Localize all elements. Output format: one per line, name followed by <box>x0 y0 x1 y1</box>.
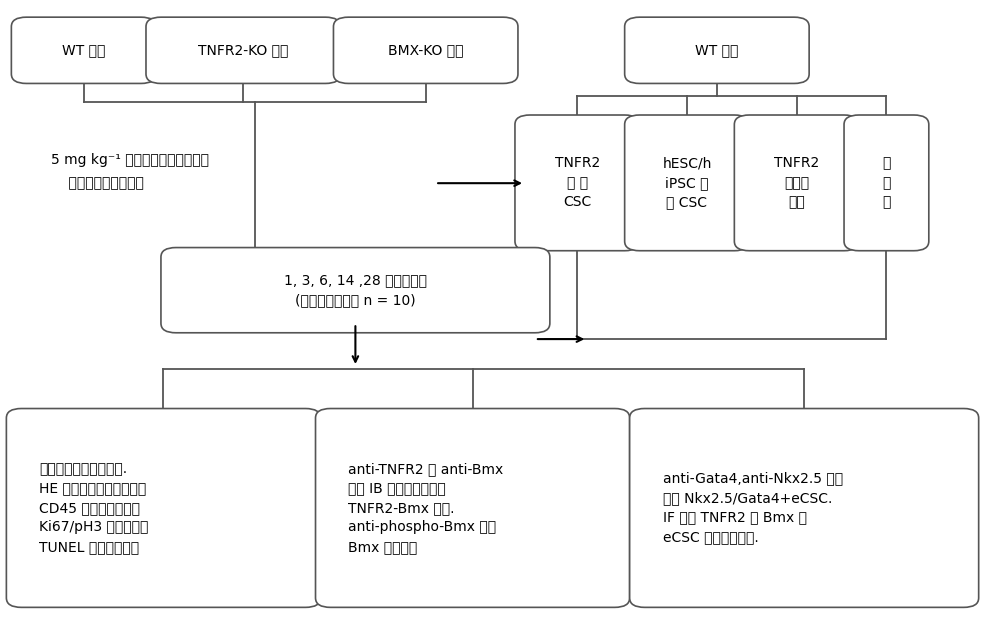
FancyBboxPatch shape <box>6 408 320 607</box>
FancyBboxPatch shape <box>625 17 809 84</box>
Text: anti-TNFR2 和 anti-Bmx
抗体 IB 或免疫组化检测
TNFR2-Bmx 表达.
anti-phospho-Bmx 检测
Bmx 活化情况: anti-TNFR2 和 anti-Bmx 抗体 IB 或免疫组化检测 TNFR… <box>348 462 504 554</box>
Text: 处死前超声检测心功能.
HE 染色评估形态学变化，
CD45 评价炎性浸演，
Ki67/pH3 评价增殖，
TUNEL 染色检测凋亡: 处死前超声检测心功能. HE 染色评估形态学变化， CD45 评价炎性浸演， K… <box>39 462 149 554</box>
FancyBboxPatch shape <box>146 17 340 84</box>
Text: TNFR2
特异性
配体: TNFR2 特异性 配体 <box>774 157 819 209</box>
FancyBboxPatch shape <box>11 17 156 84</box>
FancyBboxPatch shape <box>625 115 749 250</box>
Text: TNFR2-KO 小鼠: TNFR2-KO 小鼠 <box>198 43 288 57</box>
FancyBboxPatch shape <box>630 408 979 607</box>
FancyBboxPatch shape <box>161 247 550 333</box>
Text: WT 小鼠: WT 小鼠 <box>695 43 739 57</box>
Text: anti-Gata4,anti-Nkx2.5 评估
小鼠 Nkx2.5/Gata4+eCSC.
IF 检测 TNFR2 和 Bmx 与
eCSC 标志物的共染.: anti-Gata4,anti-Nkx2.5 评估 小鼠 Nkx2.5/Gata… <box>663 472 843 544</box>
Text: BMX-KO 小鼠: BMX-KO 小鼠 <box>388 43 463 57</box>
FancyBboxPatch shape <box>844 115 929 250</box>
Text: WT 小鼠: WT 小鼠 <box>62 43 105 57</box>
Text: TNFR2
阳 性
CSC: TNFR2 阳 性 CSC <box>555 157 600 209</box>
Text: 1, 3, 6, 14 ,28 天处死小鼠
(每个时间点每组 n = 10): 1, 3, 6, 14 ,28 天处死小鼠 (每个时间点每组 n = 10) <box>284 273 427 307</box>
FancyBboxPatch shape <box>333 17 518 84</box>
FancyBboxPatch shape <box>734 115 859 250</box>
FancyBboxPatch shape <box>316 408 630 607</box>
Text: 5 mg kg⁻¹ 异丙肆上腺素皮下注射
    建立弥漫性心梗模型: 5 mg kg⁻¹ 异丙肆上腺素皮下注射 建立弥漫性心梗模型 <box>51 153 209 190</box>
FancyBboxPatch shape <box>515 115 640 250</box>
Text: 对
照
组: 对 照 组 <box>882 157 891 209</box>
Text: hESC/h
iPSC 来
源 CSC: hESC/h iPSC 来 源 CSC <box>662 157 712 209</box>
